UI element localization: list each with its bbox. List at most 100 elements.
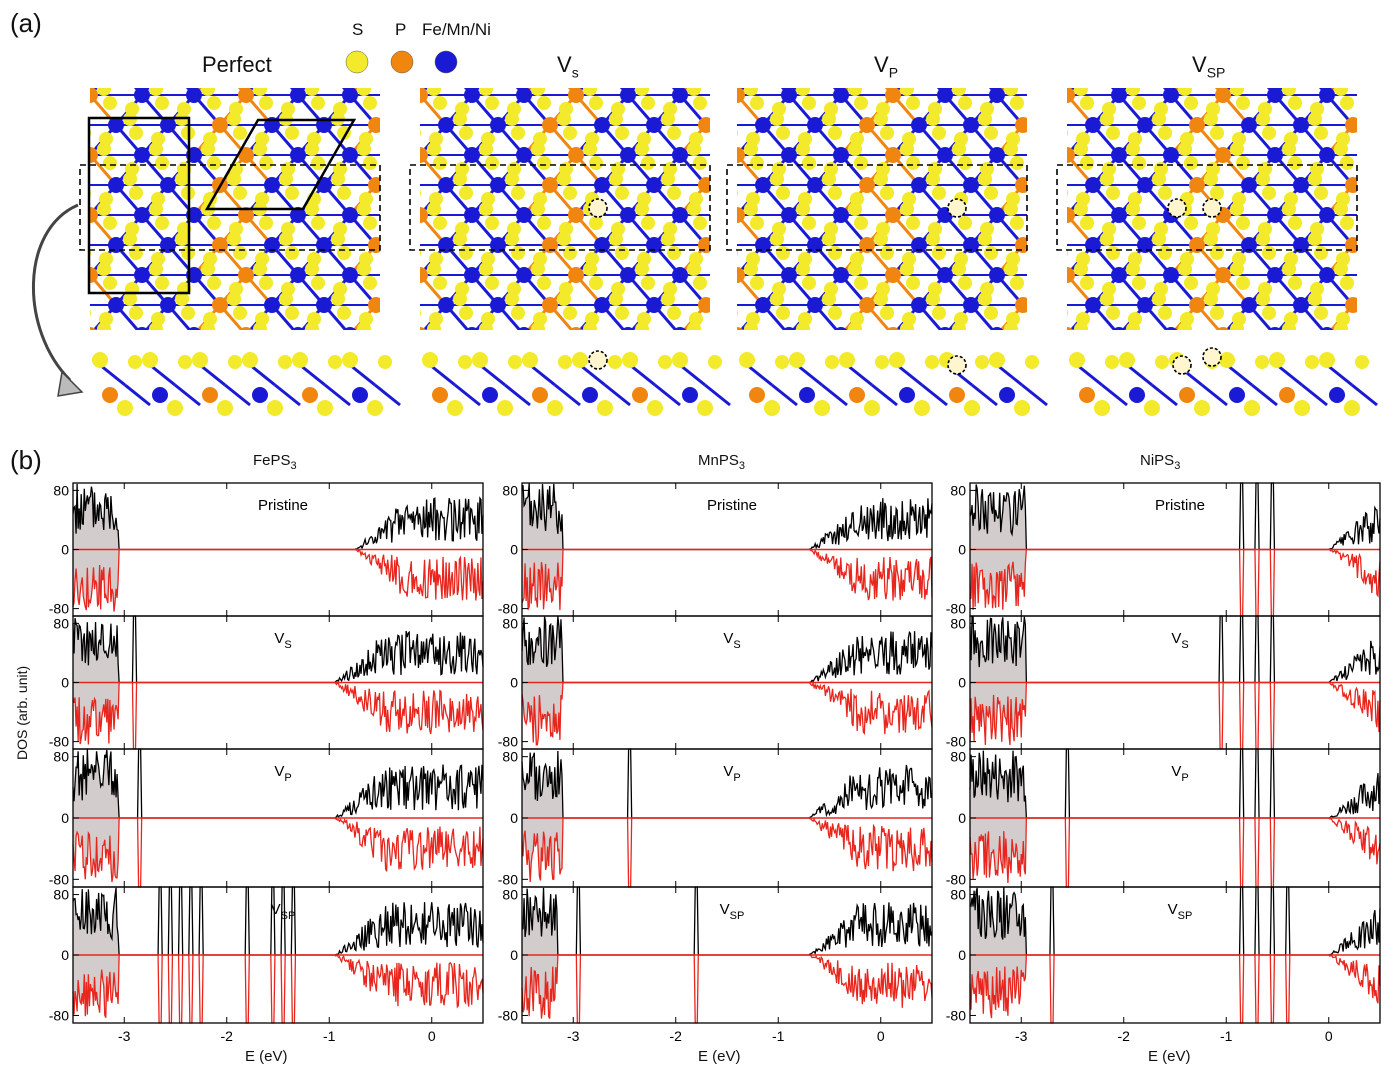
y-tick-label: -80 (49, 871, 69, 887)
x-tick-label: -2 (1118, 1028, 1131, 1044)
x-tick-label: 0 (428, 1028, 436, 1044)
spin-up-line (521, 748, 933, 819)
y-tick-label: 0 (958, 675, 966, 691)
y-tick-label: 80 (53, 615, 69, 631)
y-tick-label: 80 (950, 482, 966, 498)
spin-up-line (521, 616, 933, 684)
y-tick-label: 0 (61, 542, 69, 558)
x-axis-label-mnps3: E (eV) (698, 1048, 741, 1065)
x-tick-label: -2 (221, 1028, 234, 1044)
row-label: Pristine (1155, 497, 1205, 514)
legend-ball-metal (434, 50, 458, 74)
spin-up-line (72, 483, 484, 551)
y-tick-label: 80 (950, 615, 966, 631)
y-tick-label: 0 (958, 810, 966, 826)
y-tick-label: 80 (502, 887, 518, 903)
unit-cell-rect (87, 116, 191, 295)
dashed-region-3 (1056, 164, 1358, 251)
x-tick-label: -1 (772, 1028, 785, 1044)
dos-panel-MnPS3-VSP: 80 0 -80 -3 -2 -1 0 VSP (498, 886, 933, 1044)
row-label: VSP (720, 901, 745, 922)
spin-down-line (72, 817, 484, 888)
lattice-1 (409, 88, 731, 416)
panel-a-structures (32, 50, 1378, 416)
structure-title-vp: VP (874, 52, 899, 81)
spin-down-line (521, 954, 933, 1024)
column-title-feps3: FePS3 (253, 452, 297, 472)
spin-up-line (72, 615, 484, 684)
spin-up-line (72, 886, 484, 956)
y-tick-label: -80 (498, 734, 518, 750)
occupied-fill (522, 483, 563, 611)
row-label: VSP (271, 901, 296, 922)
spin-down-line (969, 548, 1381, 617)
y-tick-label: -80 (498, 1007, 518, 1023)
row-label: VP (274, 763, 291, 784)
y-tick-label: -80 (49, 1007, 69, 1023)
row-label: VP (723, 763, 740, 784)
y-tick-label: 0 (510, 947, 518, 963)
dashed-region-2 (726, 164, 1028, 251)
x-tick-label: -3 (567, 1028, 580, 1044)
vacancy-marker (588, 198, 608, 218)
spin-down-line (72, 681, 484, 750)
y-tick-label: 80 (53, 887, 69, 903)
side-view-3 (1069, 352, 1378, 416)
spin-down-line (72, 548, 484, 612)
y-tick-label: 0 (61, 947, 69, 963)
spin-up-line (969, 615, 1381, 684)
dos-panel-FePS3-VSP: 80 0 -80 -3 -2 -1 0 VSP (49, 886, 484, 1044)
spin-down-line (72, 954, 484, 1024)
spin-down-line (969, 817, 1381, 888)
unit-cell-rhombus (204, 118, 357, 211)
y-tick-label: -80 (49, 734, 69, 750)
occupied-fill (522, 751, 563, 882)
spin-down-line (521, 817, 933, 888)
dos-panel-NiPS3-VS: 80 0 -80 VS (946, 615, 1381, 750)
y-tick-label: 0 (61, 675, 69, 691)
panel-b-dos-plots: 80 0 -80 Pristine 80 0 -80 VS 80 0 -80 VP 80 0 -80 -3 -2… (49, 482, 1381, 1044)
vacancy-marker (947, 198, 967, 218)
legend-ball-s (345, 50, 369, 74)
y-tick-label: 0 (958, 947, 966, 963)
y-axis-label: DOS (arb. unit) (14, 665, 30, 760)
side-view-1 (422, 352, 731, 416)
y-tick-label: 0 (510, 675, 518, 691)
dos-panel-NiPS3-VP: 80 0 -80 VP (946, 748, 1381, 888)
legend-label-s: S (352, 20, 364, 39)
spin-down-line (969, 681, 1381, 750)
y-tick-label: 80 (53, 482, 69, 498)
vacancy-marker (1202, 198, 1222, 218)
y-tick-label: 80 (502, 749, 518, 765)
x-tick-label: 0 (877, 1028, 885, 1044)
dos-panel-NiPS3-Pristine: 80 0 -80 Pristine (946, 482, 1381, 617)
y-tick-label: -80 (946, 1007, 966, 1023)
column-title-mnps3: MnPS3 (698, 452, 745, 472)
dos-panel-MnPS3-VS: 80 0 -80 VS (498, 615, 933, 750)
y-tick-label: -80 (946, 734, 966, 750)
spin-down-line (521, 681, 933, 746)
spin-up-line (969, 886, 1381, 956)
y-tick-label: -80 (498, 871, 518, 887)
spin-up-line (521, 886, 933, 956)
y-tick-label: 80 (502, 482, 518, 498)
lattice-3 (1056, 88, 1378, 416)
row-label: VS (274, 630, 291, 651)
row-label: Pristine (707, 497, 757, 514)
dos-panel-MnPS3-Pristine: 80 0 -80 Pristine (498, 482, 933, 617)
curved-arrow-head (57, 370, 84, 397)
row-label: Pristine (258, 497, 308, 514)
panel-a-label: (a) (10, 8, 42, 38)
x-tick-label: -3 (118, 1028, 131, 1044)
panel-b-label: (b) (10, 445, 42, 475)
y-tick-label: 0 (61, 810, 69, 826)
dos-panel-MnPS3-VP: 80 0 -80 VP (498, 748, 933, 888)
row-label: VS (1171, 630, 1188, 651)
row-label: VS (723, 630, 740, 651)
spin-down-line (969, 954, 1381, 1024)
vacancy-marker (1202, 347, 1222, 367)
spin-up-line (969, 748, 1381, 819)
legend-label-p: P (395, 20, 407, 39)
side-view-2 (739, 352, 1048, 416)
